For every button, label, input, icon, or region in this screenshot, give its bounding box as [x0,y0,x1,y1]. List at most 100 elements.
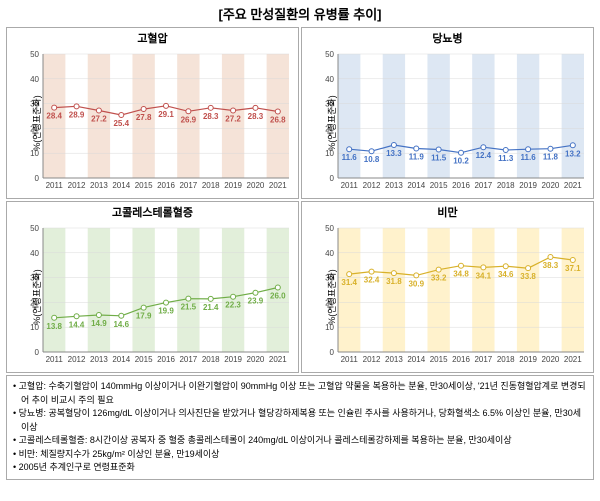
svg-text:11.3: 11.3 [498,154,514,163]
svg-text:19.9: 19.9 [158,307,174,316]
svg-text:34.8: 34.8 [453,270,469,279]
chart-title: 비만 [302,202,593,222]
svg-text:12.4: 12.4 [476,151,492,160]
svg-text:11.5: 11.5 [431,153,447,162]
svg-text:30.9: 30.9 [408,279,424,288]
svg-text:33.2: 33.2 [431,274,447,283]
svg-text:2012: 2012 [363,181,381,190]
svg-text:11.6: 11.6 [521,153,537,162]
svg-text:40: 40 [30,75,39,84]
svg-text:2021: 2021 [564,355,582,364]
svg-text:26.0: 26.0 [270,292,286,301]
svg-text:10.8: 10.8 [364,155,380,164]
svg-text:37.1: 37.1 [565,264,581,273]
svg-text:2016: 2016 [157,181,175,190]
svg-text:2018: 2018 [202,181,220,190]
chart-area: %(연령표준화) 01020304050 2011201220132014201… [302,222,593,372]
charts-grid: 고혈압 %(연령표준화) 01020304050 201120122013201… [6,27,594,373]
chart-area: %(연령표준화) 01020304050 2011201220132014201… [7,222,298,372]
chart-title: 고콜레스테롤혈증 [7,202,298,222]
svg-text:2013: 2013 [385,181,403,190]
svg-text:28.4: 28.4 [46,112,62,121]
svg-text:2012: 2012 [363,355,381,364]
svg-text:2021: 2021 [564,181,582,190]
y-axis-label: %(연령표준화) [30,269,43,324]
svg-text:28.3: 28.3 [203,112,219,121]
svg-text:2011: 2011 [341,355,359,364]
footnote-item: 고혈압: 수축기혈압이 140mmHg 이상이거나 이완기혈압이 90mmHg … [13,380,587,407]
chart-svg: 01020304050 2011201220132014201520162017… [7,222,295,372]
footnote-item: 비만: 체질량지수가 25kg/m² 이상인 분율, 만19세이상 [13,448,587,462]
svg-text:2020: 2020 [542,181,560,190]
svg-text:2012: 2012 [68,355,86,364]
svg-text:2019: 2019 [519,355,537,364]
svg-text:2016: 2016 [157,355,175,364]
svg-text:21.4: 21.4 [203,303,219,312]
svg-text:27.2: 27.2 [225,115,241,124]
svg-text:50: 50 [30,50,39,59]
chart-panel: 비만 %(연령표준화) 01020304050 2011201220132014… [301,201,594,373]
svg-text:25.4: 25.4 [113,119,129,128]
y-axis-label: %(연령표준화) [30,95,43,150]
svg-text:13.2: 13.2 [565,149,581,158]
svg-text:26.8: 26.8 [270,116,286,125]
svg-text:2017: 2017 [474,181,492,190]
svg-text:2016: 2016 [452,181,470,190]
svg-text:29.1: 29.1 [158,110,174,119]
svg-text:40: 40 [325,249,334,258]
footnotes: 고혈압: 수축기혈압이 140mmHg 이상이거나 이완기혈압이 90mmHg … [6,375,594,480]
svg-text:31.4: 31.4 [341,278,357,287]
svg-text:2013: 2013 [90,355,108,364]
svg-text:40: 40 [325,75,334,84]
svg-text:13.8: 13.8 [46,322,62,331]
svg-text:2011: 2011 [46,181,64,190]
footnote-item: 2005년 추계인구로 연령표준화 [13,461,587,475]
svg-text:26.9: 26.9 [181,115,197,124]
svg-text:2014: 2014 [112,355,130,364]
footnote-item: 당뇨병: 공복혈당이 126mg/dL 이상이거나 의사진단을 받았거나 혈당강… [13,407,587,434]
svg-text:14.9: 14.9 [91,319,107,328]
svg-text:2017: 2017 [179,355,197,364]
svg-text:2017: 2017 [179,181,197,190]
svg-text:2018: 2018 [202,355,220,364]
svg-text:2020: 2020 [247,355,265,364]
svg-text:27.8: 27.8 [136,113,152,122]
svg-text:2014: 2014 [407,181,425,190]
svg-text:0: 0 [35,348,40,357]
svg-text:2015: 2015 [430,355,448,364]
svg-text:27.2: 27.2 [91,115,107,124]
svg-text:2021: 2021 [269,355,287,364]
svg-text:34.1: 34.1 [476,271,492,280]
svg-text:50: 50 [325,50,334,59]
svg-text:2021: 2021 [269,181,287,190]
svg-text:0: 0 [330,348,335,357]
footnote-item: 고콜레스테롤혈증: 8시간이상 공복자 중 혈중 총콜레스테롤이 240mg/d… [13,434,587,448]
y-axis-label: %(연령표준화) [325,269,338,324]
svg-text:50: 50 [325,224,334,233]
svg-text:2016: 2016 [452,355,470,364]
svg-text:2020: 2020 [542,355,560,364]
chart-title: 당뇨병 [302,28,593,48]
svg-text:14.6: 14.6 [113,320,129,329]
svg-text:40: 40 [30,249,39,258]
svg-text:38.3: 38.3 [543,261,559,270]
svg-text:21.5: 21.5 [181,303,197,312]
svg-text:33.8: 33.8 [520,272,536,281]
svg-text:0: 0 [35,174,40,183]
svg-text:50: 50 [30,224,39,233]
y-axis-label: %(연령표준화) [325,95,338,150]
svg-text:32.4: 32.4 [364,276,380,285]
chart-panel: 당뇨병 %(연령표준화) 01020304050 201120122013201… [301,27,594,199]
svg-text:2015: 2015 [430,181,448,190]
svg-text:2020: 2020 [247,181,265,190]
svg-text:23.9: 23.9 [248,297,264,306]
svg-text:31.8: 31.8 [386,277,402,286]
svg-text:2015: 2015 [135,181,153,190]
svg-text:2019: 2019 [224,181,242,190]
svg-text:2011: 2011 [341,181,359,190]
svg-text:2012: 2012 [68,181,86,190]
svg-text:11.9: 11.9 [409,152,425,161]
chart-panel: 고혈압 %(연령표준화) 01020304050 201120122013201… [6,27,299,199]
svg-text:22.3: 22.3 [225,301,241,310]
svg-text:13.3: 13.3 [386,149,402,158]
